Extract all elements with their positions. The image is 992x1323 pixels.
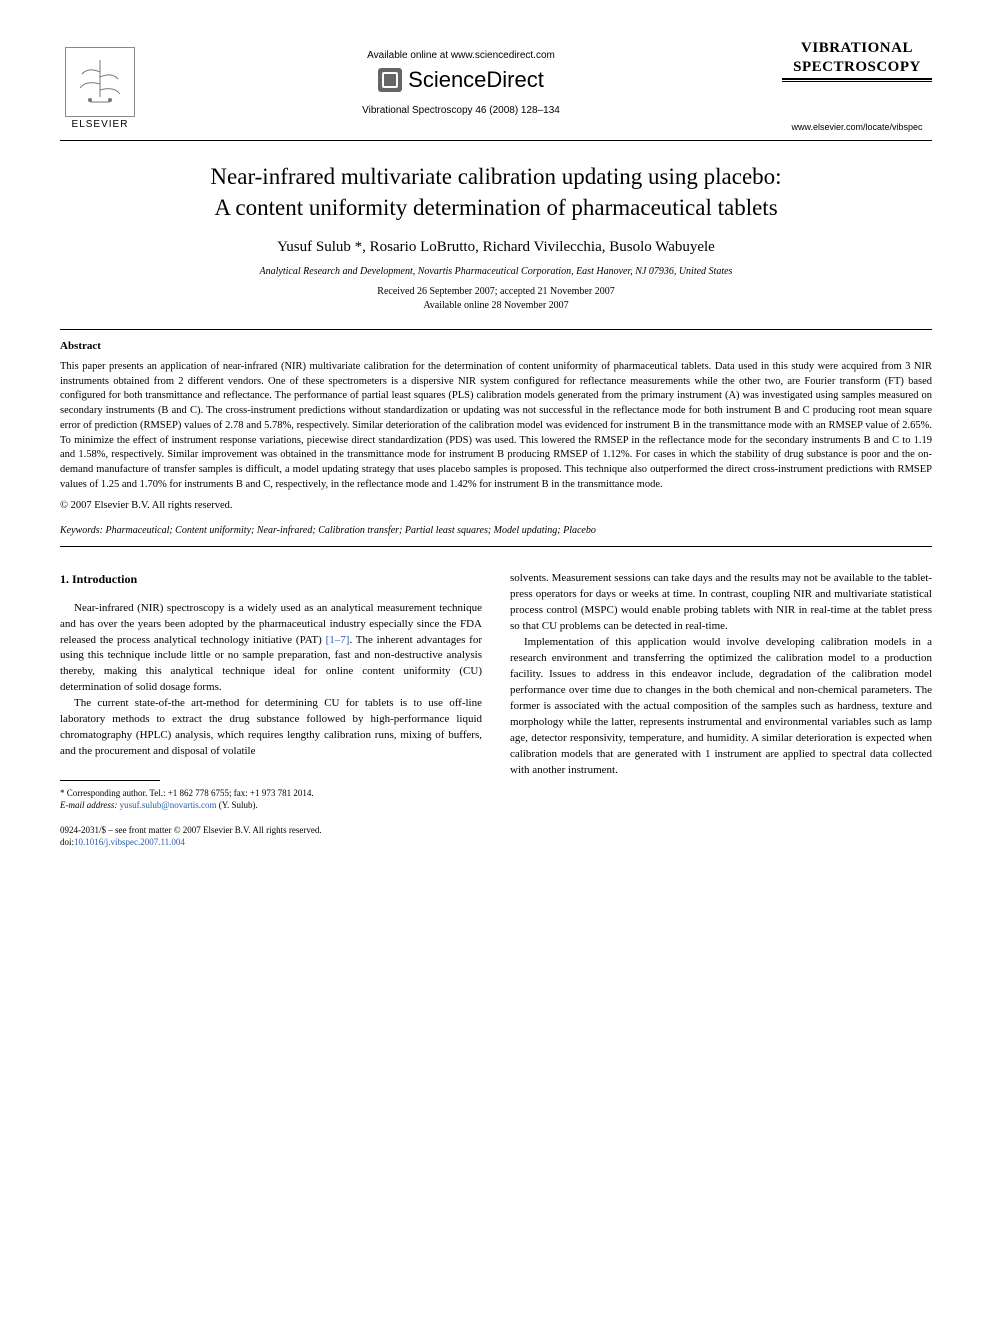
journal-title-box: VIBRATIONAL SPECTROSCOPY www.elsevier.co… (782, 40, 932, 132)
intro-heading: 1. Introduction (60, 571, 482, 588)
email-address[interactable]: yusuf.sulub@novartis.com (120, 800, 217, 810)
keywords: Keywords: Pharmaceutical; Content unifor… (60, 525, 932, 536)
keywords-text: Pharmaceutical; Content uniformity; Near… (105, 525, 595, 536)
reference-link[interactable]: [1–7] (326, 634, 350, 646)
affiliation: Analytical Research and Development, Nov… (60, 266, 932, 277)
corresponding-footnote: * Corresponding author. Tel.: +1 862 778… (60, 787, 482, 811)
doi-link[interactable]: 10.1016/j.vibspec.2007.11.004 (74, 837, 185, 847)
front-matter: 0924-2031/$ – see front matter © 2007 El… (60, 825, 482, 837)
sciencedirect-text: ScienceDirect (408, 67, 544, 93)
available-date: Available online 28 November 2007 (423, 300, 568, 311)
doi-line: doi:10.1016/j.vibspec.2007.11.004 (60, 837, 482, 849)
abstract-text: This paper presents an application of ne… (60, 360, 932, 492)
body-columns: 1. Introduction Near-infrared (NIR) spec… (60, 571, 932, 848)
journal-citation: Vibrational Spectroscopy 46 (2008) 128–1… (140, 105, 782, 116)
intro-para-4: Implementation of this application would… (510, 635, 932, 778)
left-column: 1. Introduction Near-infrared (NIR) spec… (60, 571, 482, 848)
keywords-label: Keywords: (60, 525, 103, 536)
intro-para-1: Near-infrared (NIR) spectroscopy is a wi… (60, 601, 482, 697)
header-center: Available online at www.sciencedirect.co… (140, 40, 782, 116)
journal-underline (782, 78, 932, 82)
journal-url: www.elsevier.com/locate/vibspec (782, 122, 932, 132)
email-line: E-mail address: yusuf.sulub@novartis.com… (60, 799, 482, 811)
authors: Yusuf Sulub *, Rosario LoBrutto, Richard… (60, 239, 932, 256)
email-label: E-mail address: (60, 800, 117, 810)
sciencedirect-logo: ScienceDirect (140, 67, 782, 93)
abstract-bottom-rule (60, 546, 932, 547)
article-dates: Received 26 September 2007; accepted 21 … (60, 285, 932, 313)
right-column: solvents. Measurement sessions can take … (510, 571, 932, 848)
journal-title-line1: VIBRATIONAL (782, 40, 932, 57)
footer-block: 0924-2031/$ – see front matter © 2007 El… (60, 825, 482, 848)
footnote-rule (60, 780, 160, 781)
available-online-text: Available online at www.sciencedirect.co… (140, 50, 782, 61)
elsevier-tree-icon (65, 47, 135, 117)
abstract-copyright: © 2007 Elsevier B.V. All rights reserved… (60, 500, 932, 511)
sciencedirect-icon (378, 68, 402, 92)
doi-label: doi: (60, 837, 74, 847)
abstract-top-rule (60, 329, 932, 330)
title-line1: Near-infrared multivariate calibration u… (210, 164, 781, 189)
title-line2: A content uniformity determination of ph… (214, 195, 777, 220)
header-rule (60, 140, 932, 141)
elsevier-name: ELSEVIER (72, 119, 129, 130)
intro-para-2: The current state-of-the art-method for … (60, 696, 482, 760)
page-header: ELSEVIER Available online at www.science… (60, 40, 932, 132)
article-title: Near-infrared multivariate calibration u… (60, 161, 932, 223)
received-date: Received 26 September 2007; accepted 21 … (377, 286, 614, 297)
elsevier-logo: ELSEVIER (60, 40, 140, 130)
email-suffix: (Y. Sulub). (219, 800, 258, 810)
intro-para-3: solvents. Measurement sessions can take … (510, 571, 932, 635)
journal-title-line2: SPECTROSCOPY (782, 59, 932, 76)
abstract-heading: Abstract (60, 340, 932, 352)
corresponding-author: * Corresponding author. Tel.: +1 862 778… (60, 787, 482, 799)
